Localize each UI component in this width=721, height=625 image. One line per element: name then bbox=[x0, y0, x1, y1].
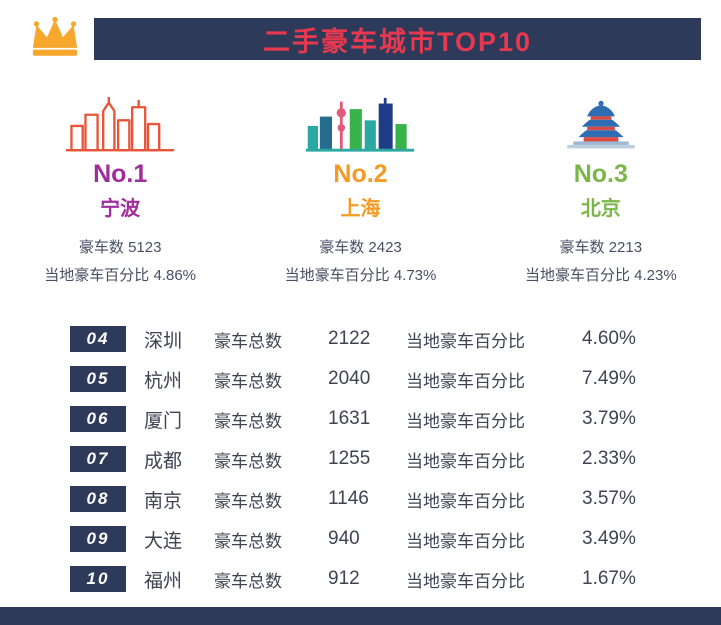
table-row: 10 福州 豪车总数 912 当地豪车百分比 1.67% bbox=[70, 559, 721, 599]
count-line: 豪车数 5123 bbox=[0, 236, 240, 257]
city-name: 宁波 bbox=[100, 198, 141, 220]
ranking-list: 04 深圳 豪车总数 2122 当地豪车百分比 4.60% 05 杭州 豪车总数… bbox=[0, 319, 721, 599]
pct-label: 当地豪车百分比 bbox=[406, 571, 525, 591]
pct-value: 4.23% bbox=[634, 267, 677, 284]
table-row: 08 南京 豪车总数 1146 当地豪车百分比 3.57% bbox=[70, 479, 721, 519]
rank-badge: 10 bbox=[70, 566, 126, 592]
top3-section: No.1 宁波 豪车数 5123 当地豪车百分比 4.86% bbox=[0, 90, 721, 285]
city-name: 厦门 bbox=[144, 410, 183, 432]
table-row: 07 成都 豪车总数 1255 当地豪车百分比 2.33% bbox=[70, 439, 721, 479]
pct-value: 7.49% bbox=[582, 368, 636, 389]
rank-badge: 04 bbox=[70, 326, 126, 352]
count-label: 豪车数 bbox=[78, 239, 124, 256]
pct-label: 当地豪车百分比 bbox=[406, 451, 525, 471]
rank-badge: 05 bbox=[70, 366, 126, 392]
total-label: 豪车总数 bbox=[214, 331, 282, 351]
count-line: 豪车数 2213 bbox=[481, 236, 721, 257]
top3-card-ningbo: No.1 宁波 豪车数 5123 当地豪车百分比 4.86% bbox=[0, 90, 240, 285]
pct-label: 当地豪车百分比 bbox=[406, 331, 525, 351]
top3-card-shanghai: No.2 上海 豪车数 2423 当地豪车百分比 4.73% bbox=[240, 90, 480, 285]
total-label: 豪车总数 bbox=[214, 451, 282, 471]
title-banner: 二手豪车城市TOP10 bbox=[94, 18, 701, 60]
city-name: 杭州 bbox=[144, 370, 183, 392]
pct-value: 3.57% bbox=[582, 488, 636, 509]
pct-line: 当地豪车百分比 4.23% bbox=[481, 264, 721, 285]
header: 二手豪车城市TOP10 bbox=[0, 0, 721, 62]
total-value: 912 bbox=[328, 568, 360, 589]
rank-badge: 09 bbox=[70, 526, 126, 552]
shanghai-skyline-icon bbox=[240, 90, 480, 154]
table-row: 04 深圳 豪车总数 2122 当地豪车百分比 4.60% bbox=[70, 319, 721, 359]
pct-label: 当地豪车百分比 bbox=[284, 267, 390, 284]
beijing-temple-icon bbox=[481, 90, 721, 154]
count-value: 2213 bbox=[608, 239, 643, 256]
count-label: 豪车数 bbox=[559, 239, 605, 256]
page-title: 二手豪车城市TOP10 bbox=[262, 26, 533, 57]
count-value: 5123 bbox=[128, 239, 162, 256]
city-name: 福州 bbox=[144, 570, 183, 592]
total-value: 2122 bbox=[328, 328, 371, 349]
pct-line: 当地豪车百分比 4.73% bbox=[240, 264, 480, 285]
total-label: 豪车总数 bbox=[214, 531, 282, 551]
pct-value: 3.49% bbox=[582, 528, 636, 549]
pct-label: 当地豪车百分比 bbox=[406, 371, 525, 391]
rank-badge: 06 bbox=[70, 406, 126, 432]
total-label: 豪车总数 bbox=[214, 491, 282, 511]
rank-badge: 08 bbox=[70, 486, 126, 512]
city-name: 成都 bbox=[144, 450, 183, 472]
ningbo-skyline-icon bbox=[0, 90, 240, 154]
total-label: 豪车总数 bbox=[214, 411, 282, 431]
rank-label: No.1 bbox=[93, 160, 148, 188]
count-value: 2423 bbox=[368, 239, 402, 256]
total-label: 豪车总数 bbox=[214, 371, 282, 391]
city-name: 南京 bbox=[144, 490, 183, 512]
count-line: 豪车数 2423 bbox=[240, 236, 480, 257]
city-name: 深圳 bbox=[144, 330, 183, 352]
total-value: 1146 bbox=[328, 488, 369, 509]
total-value: 940 bbox=[328, 528, 360, 549]
pct-label: 当地豪车百分比 bbox=[44, 267, 150, 284]
count-label: 豪车数 bbox=[319, 239, 365, 256]
pct-label: 当地豪车百分比 bbox=[406, 491, 525, 511]
pct-label: 当地豪车百分比 bbox=[406, 531, 525, 551]
pct-value: 2.33% bbox=[582, 448, 636, 469]
footer-bar bbox=[0, 607, 721, 625]
pct-value: 4.60% bbox=[582, 328, 636, 349]
table-row: 05 杭州 豪车总数 2040 当地豪车百分比 7.49% bbox=[70, 359, 721, 399]
pct-line: 当地豪车百分比 4.86% bbox=[0, 264, 240, 285]
pct-value: 4.86% bbox=[153, 267, 197, 284]
top3-card-beijing: No.3 北京 豪车数 2213 当地豪车百分比 4.23% bbox=[481, 90, 721, 285]
pct-value: 3.79% bbox=[582, 408, 636, 429]
pct-value: 4.73% bbox=[393, 267, 437, 284]
pct-label: 当地豪车百分比 bbox=[524, 267, 630, 284]
total-value: 2040 bbox=[328, 368, 371, 389]
total-label: 豪车总数 bbox=[214, 571, 282, 591]
table-row: 09 大连 豪车总数 940 当地豪车百分比 3.49% bbox=[70, 519, 721, 559]
pct-label: 当地豪车百分比 bbox=[406, 411, 525, 431]
rank-label: No.2 bbox=[333, 160, 388, 188]
rank-label: No.3 bbox=[573, 160, 628, 188]
crown-icon bbox=[26, 16, 84, 62]
table-row: 06 厦门 豪车总数 1631 当地豪车百分比 3.79% bbox=[70, 399, 721, 439]
city-name: 北京 bbox=[580, 198, 621, 220]
total-value: 1255 bbox=[328, 448, 371, 469]
city-name: 大连 bbox=[144, 530, 183, 552]
city-name: 上海 bbox=[340, 198, 381, 220]
rank-badge: 07 bbox=[70, 446, 126, 472]
pct-value: 1.67% bbox=[582, 568, 636, 589]
total-value: 1631 bbox=[328, 408, 371, 429]
